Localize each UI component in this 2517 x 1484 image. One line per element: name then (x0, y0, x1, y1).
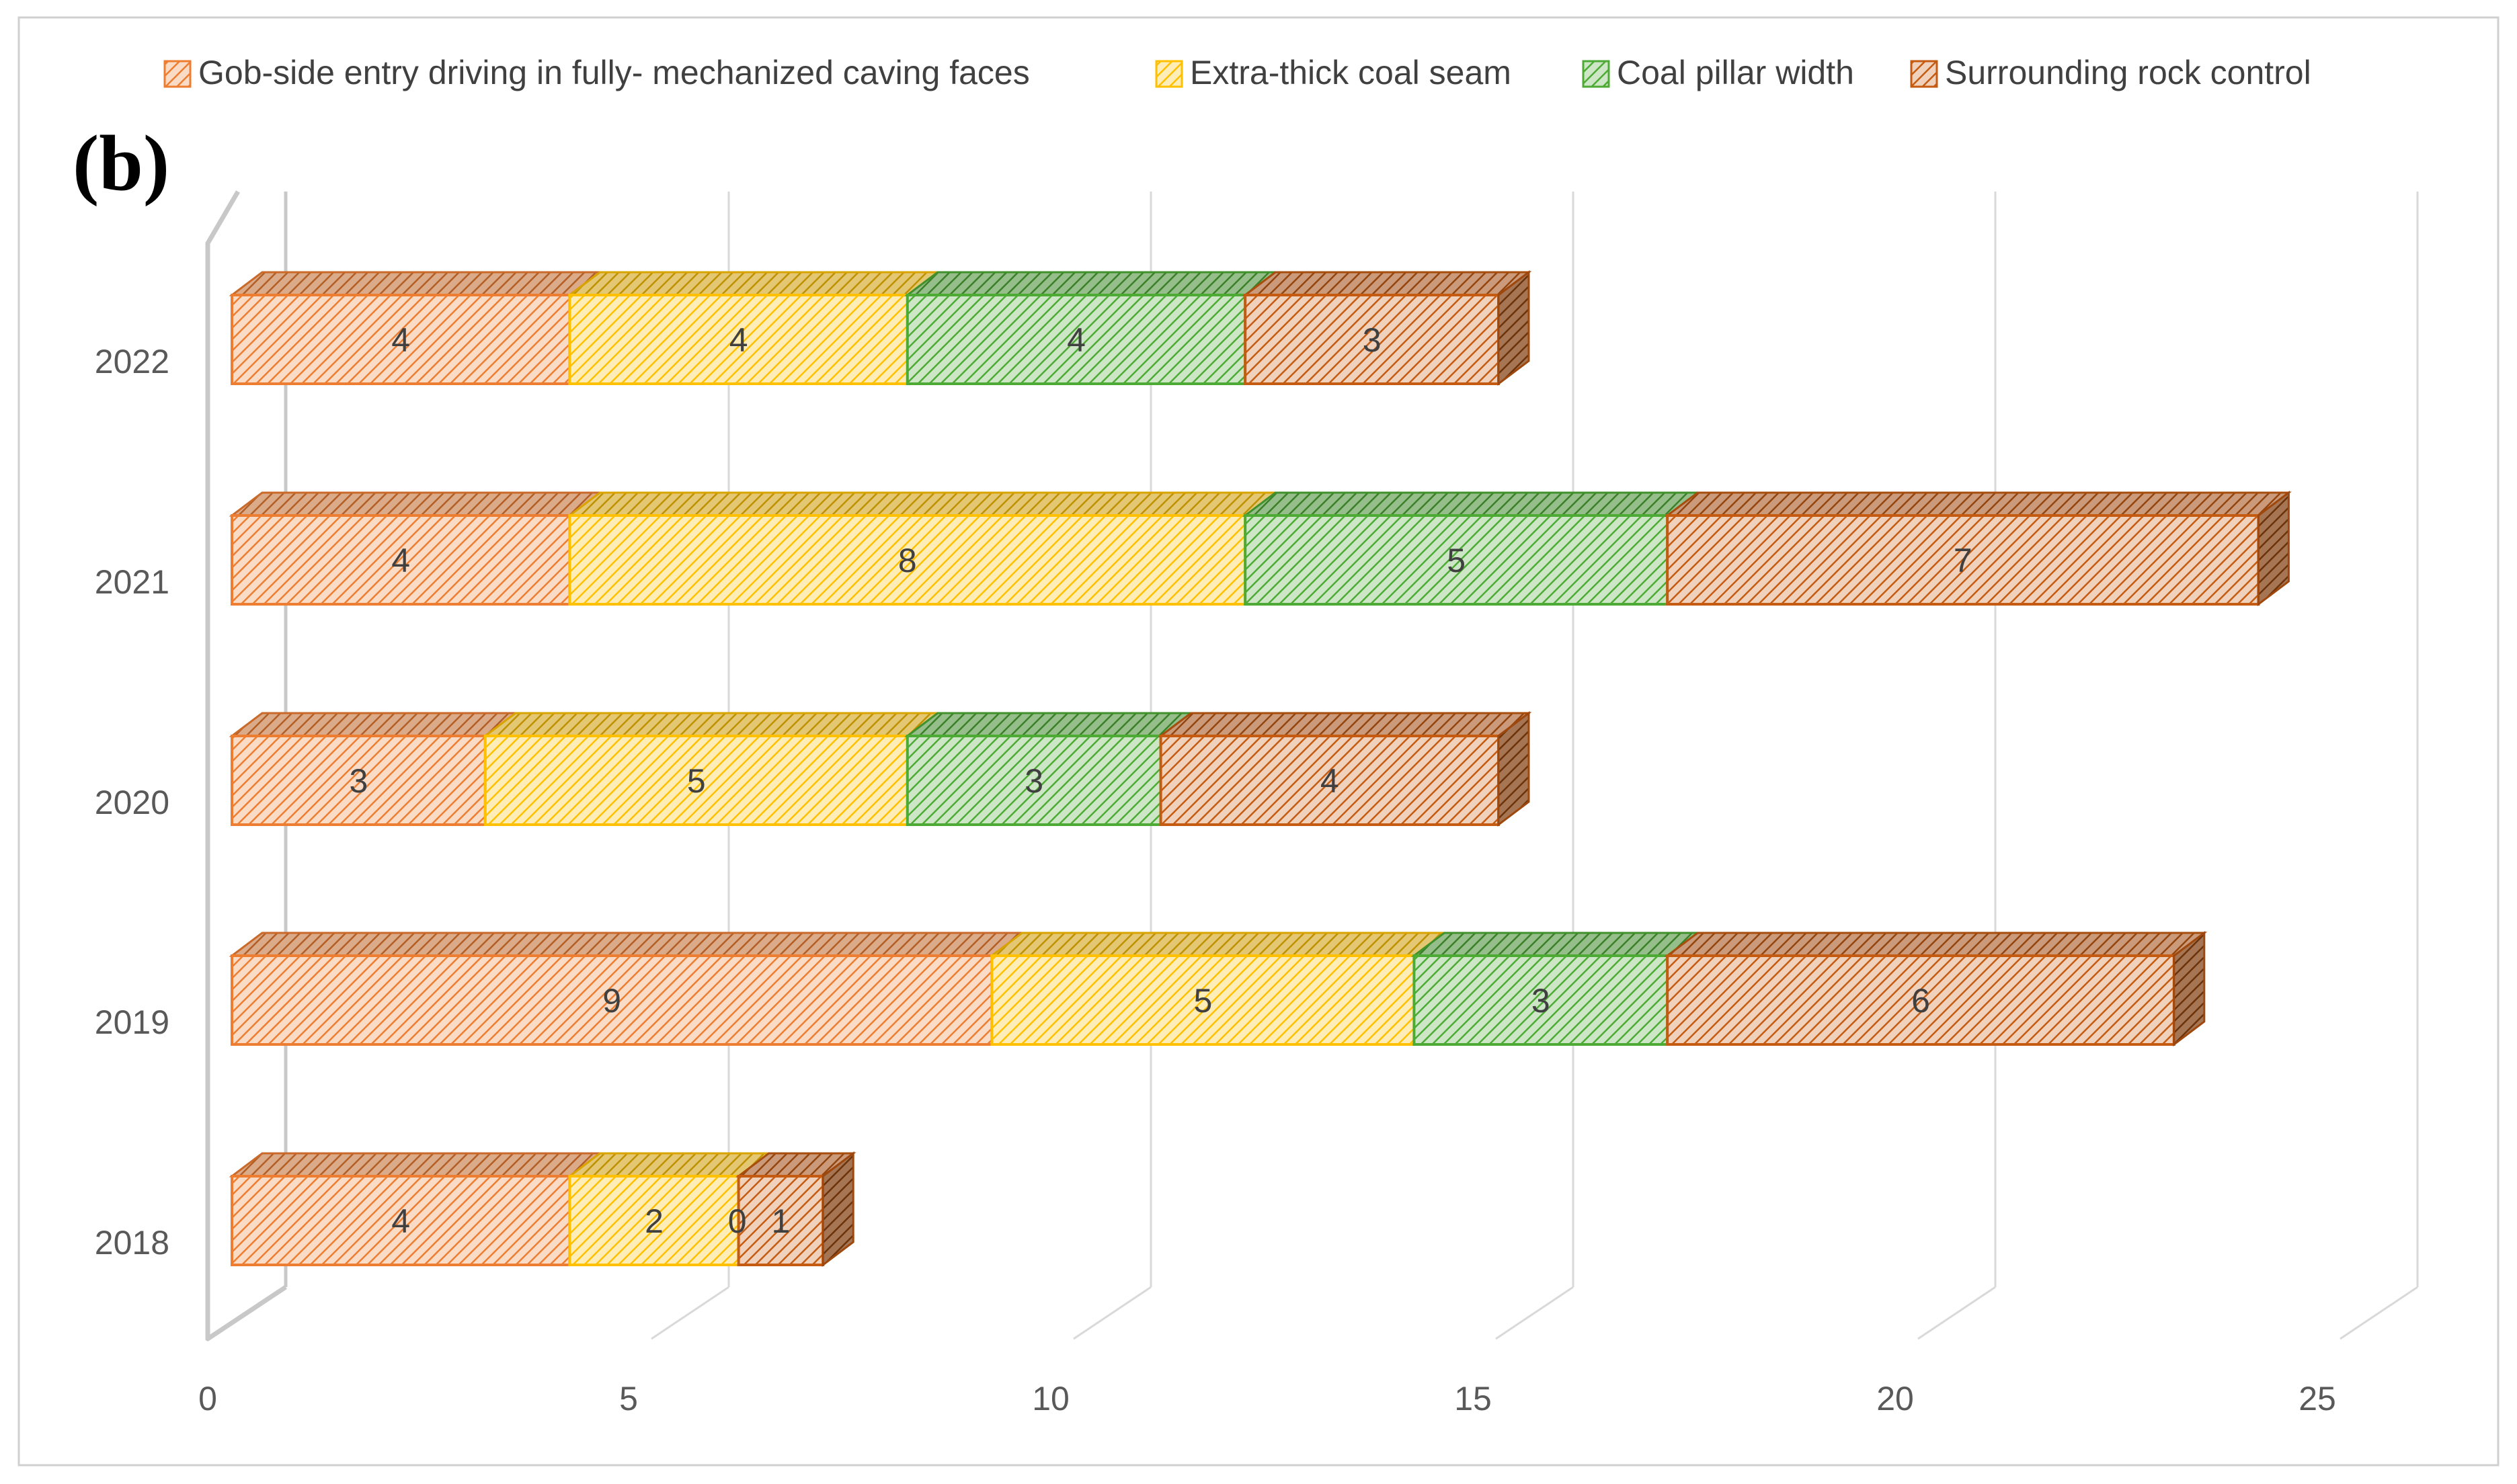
data-label-2019-surrounding-rock-control: 6 (1911, 982, 1930, 1020)
bar-2022-coal-pillar-width (906, 294, 1247, 385)
bar-2022-surrounding-rock-control (1244, 294, 1500, 385)
data-label-2019-coal-pillar-width: 3 (1531, 982, 1550, 1020)
bar-2021-coal-pillar-width (1244, 514, 1669, 606)
y-tick-label-2022: 2022 (95, 343, 169, 380)
panel-label: (b) (73, 119, 169, 207)
left-wall (205, 190, 287, 1342)
bar-top-2020-extra-thick-coal-seam (482, 712, 941, 737)
x-tick-label-20: 20 (1876, 1380, 1914, 1417)
bar-side-2019 (2173, 930, 2206, 1047)
floor-gridline-20 (1917, 1286, 1996, 1340)
legend-label-surrounding-rock-control: Surrounding rock control (1945, 54, 2311, 91)
y-tick-label-2021: 2021 (95, 563, 169, 601)
bar-side-2020 (1497, 710, 1530, 827)
data-label-2019-gob-side-entry-driving-in-fully-mechanized-caving-faces: 9 (602, 982, 621, 1020)
bar-top-2021-extra-thick-coal-seam (566, 491, 1279, 517)
data-label-2018-coal-pillar-width: 0 (728, 1202, 747, 1240)
bar-top-2019-extra-thick-coal-seam (988, 932, 1447, 957)
bar-top-2022-coal-pillar-width (904, 271, 1279, 296)
data-label-2021-surrounding-rock-control: 7 (1954, 542, 1972, 579)
data-label-2020-surrounding-rock-control: 4 (1320, 762, 1339, 800)
x-tick-label-5: 5 (619, 1380, 638, 1417)
bar-2020-surrounding-rock-control (1159, 735, 1500, 826)
legend-swatch-gob-side-entry-driving-in-fully-mechanized-caving-faces (163, 60, 192, 88)
bar-top-2021-surrounding-rock-control (1664, 491, 2292, 517)
x-tick-label-0: 0 (198, 1380, 217, 1417)
bar-top-2019-gob-side-entry-driving-in-fully-mechanized-caving-faces (229, 932, 1025, 957)
legend-swatch-coal-pillar-width (1582, 60, 1610, 88)
bar-top-2020-surrounding-rock-control (1158, 712, 1532, 737)
bar-2019-extra-thick-coal-seam (990, 954, 1416, 1046)
data-label-2018-extra-thick-coal-seam: 2 (645, 1202, 664, 1240)
x-tick-label-10: 10 (1032, 1380, 1070, 1417)
data-label-2020-coal-pillar-width: 3 (1025, 762, 1043, 800)
floor-gridline-5 (651, 1286, 729, 1340)
bar-2019-surrounding-rock-control (1666, 954, 2175, 1046)
data-label-2018-gob-side-entry-driving-in-fully-mechanized-caving-faces: 4 (391, 1202, 410, 1240)
bar-top-2018-gob-side-entry-driving-in-fully-mechanized-caving-faces (229, 1152, 603, 1178)
floor-gridline-10 (1073, 1286, 1152, 1340)
bar-2021-surrounding-rock-control (1666, 514, 2260, 606)
y-axis-ticks: 2018 2019 2020 2021 2022 (95, 343, 169, 1262)
legend-label-gob-side-entry-driving-in-fully-mechanized-caving-faces: Gob-side entry driving in fully- mechani… (198, 54, 1030, 91)
y-tick-label-2020: 2020 (95, 784, 169, 821)
bar-side-2021 (2257, 490, 2290, 607)
bar-top-2022-extra-thick-coal-seam (566, 271, 941, 296)
bar-2018-gob-side-entry-driving-in-fully-mechanized-caving-faces (231, 1175, 571, 1266)
bar-side-2022 (1497, 270, 1530, 386)
x-axis-ticks: 0 5 10 15 20 25 (198, 1380, 2336, 1417)
data-label-2020-extra-thick-coal-seam: 5 (687, 762, 706, 800)
data-label-2022-surrounding-rock-control: 3 (1363, 321, 1382, 359)
bar-2018-extra-thick-coal-seam (568, 1175, 740, 1266)
bar-top-2021-coal-pillar-width (1242, 491, 1701, 517)
bar-2021-gob-side-entry-driving-in-fully-mechanized-caving-faces (231, 514, 571, 606)
legend-label-coal-pillar-width: Coal pillar width (1617, 54, 1854, 91)
data-label-2022-coal-pillar-width: 4 (1067, 321, 1086, 359)
bar-2020-coal-pillar-width (906, 735, 1162, 826)
x-tick-label-25: 25 (2299, 1380, 2336, 1417)
legend-label-extra-thick-coal-seam: Extra-thick coal seam (1190, 54, 1511, 91)
data-label-2019-extra-thick-coal-seam: 5 (1193, 982, 1212, 1020)
data-label-2022-extra-thick-coal-seam: 4 (729, 321, 748, 359)
bar-2019-gob-side-entry-driving-in-fully-mechanized-caving-faces (231, 954, 994, 1046)
bar-top-2019-coal-pillar-width (1410, 932, 1701, 957)
bar-top-2020-coal-pillar-width (904, 712, 1195, 737)
legend-swatch-surrounding-rock-control (1910, 60, 1938, 88)
data-label-2018-surrounding-rock-control: 1 (771, 1202, 790, 1240)
bar-2022-gob-side-entry-driving-in-fully-mechanized-caving-faces (231, 294, 571, 385)
bar-2020-extra-thick-coal-seam (483, 735, 909, 826)
legend: Gob-side entry driving in fully- mechani… (163, 54, 2311, 91)
x-tick-label-15: 15 (1454, 1380, 1492, 1417)
data-label-2021-gob-side-entry-driving-in-fully-mechanized-caving-faces: 4 (391, 542, 410, 579)
bar-2022-extra-thick-coal-seam (568, 294, 909, 385)
bar-top-2022-gob-side-entry-driving-in-fully-mechanized-caving-faces (229, 271, 603, 296)
bar-top-2018-extra-thick-coal-seam (566, 1152, 772, 1178)
floor-gridline-15 (1495, 1286, 1574, 1340)
y-tick-label-2018: 2018 (95, 1224, 169, 1262)
floor-gridline-25 (2340, 1286, 2418, 1340)
y-tick-label-2019: 2019 (95, 1003, 169, 1041)
bar-top-2022-surrounding-rock-control (1242, 271, 1532, 296)
bar-2021-extra-thick-coal-seam (568, 514, 1247, 606)
bar-top-2021-gob-side-entry-driving-in-fully-mechanized-caving-faces (229, 491, 603, 517)
legend-swatch-extra-thick-coal-seam (1155, 60, 1183, 88)
bars (229, 270, 2292, 1268)
data-label-2021-extra-thick-coal-seam: 8 (898, 542, 917, 579)
data-labels: 4 2 0 1 9 5 3 6 3 5 3 4 4 8 5 7 4 4 4 3 (349, 321, 1972, 1240)
bar-top-2019-surrounding-rock-control (1664, 932, 2208, 957)
bar-top-2020-gob-side-entry-driving-in-fully-mechanized-caving-faces (229, 712, 519, 737)
data-label-2021-coal-pillar-width: 5 (1447, 542, 1466, 579)
bar-side-2018 (822, 1151, 854, 1268)
data-label-2022-gob-side-entry-driving-in-fully-mechanized-caving-faces: 4 (391, 321, 410, 359)
data-label-2020-gob-side-entry-driving-in-fully-mechanized-caving-faces: 3 (349, 762, 368, 800)
